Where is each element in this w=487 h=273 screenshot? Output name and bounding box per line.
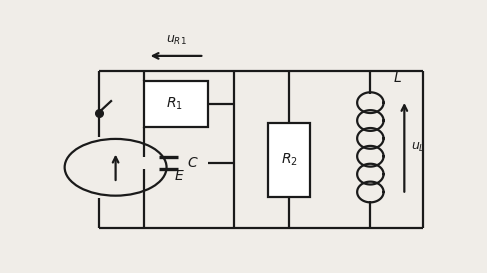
Text: $R_2$: $R_2$ (281, 152, 298, 168)
Bar (268, 123, 310, 197)
Text: $u_L$: $u_L$ (411, 141, 425, 154)
Text: $E$: $E$ (174, 169, 185, 183)
Bar (144, 81, 208, 127)
Text: $L$: $L$ (393, 71, 402, 85)
Text: $C$: $C$ (187, 156, 199, 170)
Text: $u_{R1}$: $u_{R1}$ (166, 34, 187, 48)
Text: $R_1$: $R_1$ (166, 96, 183, 112)
